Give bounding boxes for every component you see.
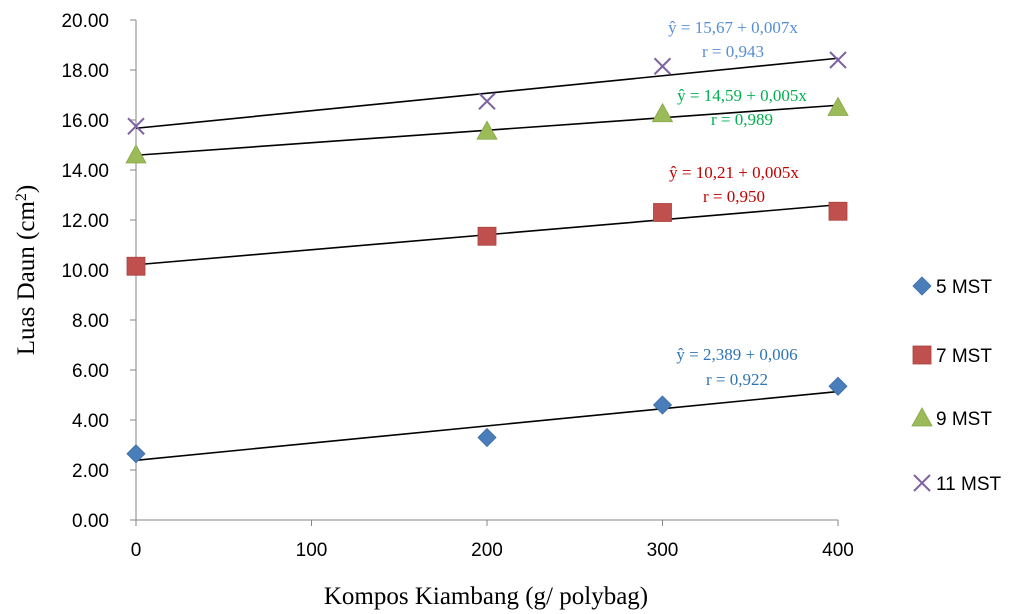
legend-label-9-mst: 9 MST <box>936 409 992 430</box>
equation-label-9-mst: ŷ = 14,59 + 0,005x <box>677 86 807 105</box>
y-axis-title: Luas Daun (cm2) <box>13 185 41 355</box>
data-point-11-mst <box>653 57 672 75</box>
data-point-9-mst <box>827 96 849 116</box>
r-label-7-mst: r = 0,950 <box>703 187 765 206</box>
legend-marker-5-mst <box>912 276 932 296</box>
y-tick-label: 4.00 <box>72 411 109 432</box>
equation-label-11-mst: ŷ = 15,67 + 0,007x <box>668 18 798 37</box>
legend-marker-7-mst <box>912 345 932 365</box>
x-tick-label: 300 <box>647 540 679 561</box>
x-tick-label: 400 <box>822 540 854 561</box>
equation-label-5-mst: ŷ = 2,389 + 0,006 <box>676 345 797 364</box>
data-point-11-mst <box>127 117 145 135</box>
data-point-9-mst <box>125 144 147 164</box>
data-point-7-mst <box>126 256 146 276</box>
x-axis-ticks: 0 100 200 300 400 <box>131 520 854 561</box>
regression-annotations: ŷ = 2,389 + 0,006 r = 0,922 ŷ = 10,21 + 0,… <box>668 18 807 389</box>
y-tick-label: 0.00 <box>72 511 109 532</box>
y-tick-label: 2.00 <box>72 461 109 482</box>
y-tick-label: 10.00 <box>61 261 109 282</box>
r-label-5-mst: r = 0,922 <box>706 370 768 389</box>
data-point-5-mst <box>652 395 673 415</box>
data-points <box>125 51 849 464</box>
data-point-11-mst <box>829 51 847 69</box>
y-tick-label: 14.00 <box>61 161 109 182</box>
data-point-11-mst <box>478 92 496 110</box>
y-tick-label: 6.00 <box>72 361 109 382</box>
data-point-5-mst <box>477 427 497 448</box>
x-tick-label: 200 <box>471 540 503 561</box>
trendline-11-mst <box>135 57 839 130</box>
y-tick-label: 16.00 <box>61 111 109 132</box>
data-point-7-mst <box>828 201 848 221</box>
legend-label-7-mst: 7 MST <box>936 346 992 367</box>
x-tick-label: 100 <box>296 540 328 561</box>
legend-marker-9-mst <box>911 407 933 427</box>
data-point-5-mst <box>828 376 848 396</box>
data-point-7-mst <box>477 226 497 246</box>
data-point-5-mst <box>126 444 146 464</box>
y-tick-label: 12.00 <box>61 211 109 232</box>
marker-stroke <box>653 57 672 75</box>
r-label-11-mst: r = 0,943 <box>702 42 764 61</box>
y-tick-label: 18.00 <box>61 61 109 82</box>
legend: 5 MST 7 MST 9 MST 11 MST <box>911 276 1002 495</box>
marker-stroke <box>913 474 931 492</box>
y-tick-label: 8.00 <box>72 311 109 332</box>
x-tick-label: 0 <box>131 540 142 561</box>
data-point-9-mst <box>651 102 674 123</box>
r-label-9-mst: r = 0,989 <box>711 110 773 129</box>
marker-stroke <box>829 51 847 69</box>
legend-item-7-mst: 7 MST <box>912 345 992 367</box>
legend-item-5-mst: 5 MST <box>912 276 992 298</box>
trendline-5-mst <box>135 390 839 462</box>
legend-label-5-mst: 5 MST <box>936 277 992 298</box>
legend-marker-11-mst <box>913 474 931 492</box>
data-point-9-mst <box>476 120 498 140</box>
data-point-7-mst <box>653 203 672 222</box>
legend-item-11-mst: 11 MST <box>913 474 1002 495</box>
legend-label-11-mst: 11 MST <box>936 474 1002 495</box>
x-axis-title: Kompos Kiambang (g/ polybag) <box>324 583 648 610</box>
equation-label-7-mst: ŷ = 10,21 + 0,005x <box>669 163 799 182</box>
legend-item-9-mst: 9 MST <box>911 407 992 430</box>
marker-stroke <box>127 117 145 135</box>
marker-stroke <box>478 92 496 110</box>
y-tick-label: 20.00 <box>61 11 109 32</box>
y-axis-ticks: 0.00 2.00 4.00 6.00 8.00 10.00 12.00 14.00 16.00… <box>61 11 136 532</box>
